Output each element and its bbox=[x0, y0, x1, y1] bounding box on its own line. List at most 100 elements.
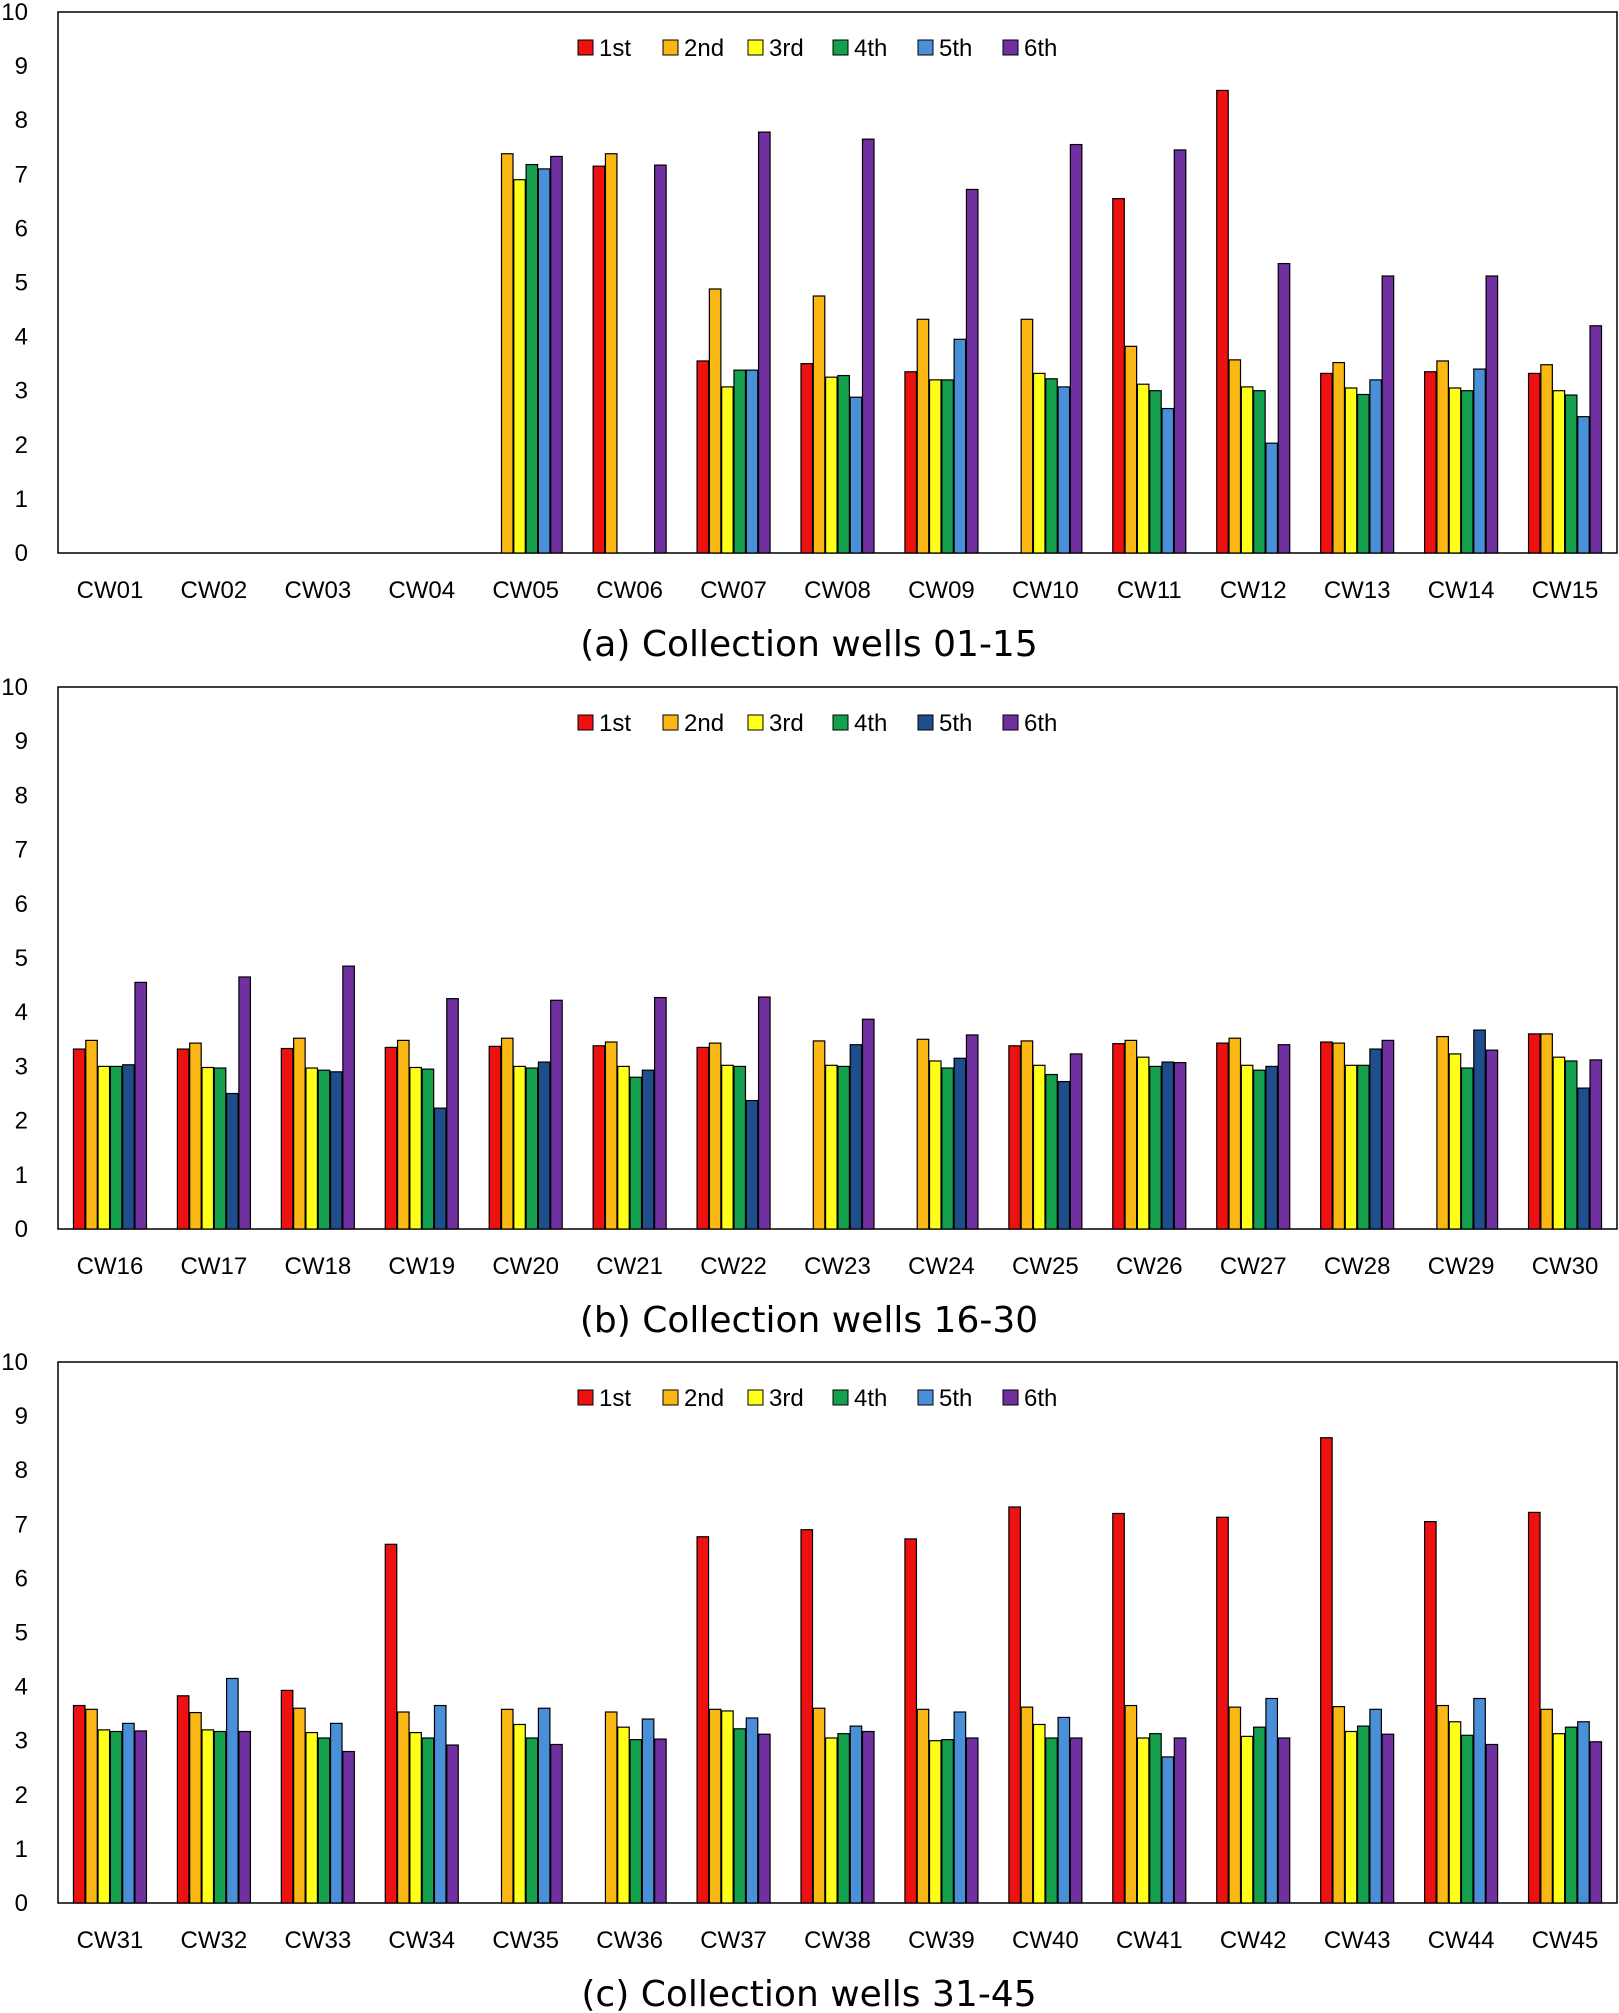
bar-cw33-4th bbox=[317, 1737, 331, 1904]
bar-cw16-3rd bbox=[97, 1065, 111, 1230]
x-category-label: CW37 bbox=[700, 1927, 767, 1954]
y-tick-label: 6 bbox=[15, 891, 28, 918]
bar-cw23-3rd bbox=[824, 1064, 838, 1230]
bar-cw13-1st bbox=[1320, 372, 1333, 554]
bar-cw40-4th bbox=[1045, 1737, 1058, 1904]
x-category-label: CW15 bbox=[1532, 577, 1599, 604]
bar-cw36-4th bbox=[629, 1739, 643, 1904]
bar-cw18-6th bbox=[342, 965, 355, 1230]
legend-swatch-6th bbox=[1002, 1389, 1019, 1406]
bar-cw31-2nd bbox=[85, 1708, 98, 1904]
bar-cw44-3rd bbox=[1448, 1721, 1462, 1904]
chart-caption: (b) Collection wells 16-30 bbox=[580, 1300, 1038, 1341]
bar-cw44-1st bbox=[1423, 1520, 1437, 1904]
bar-cw39-1st bbox=[904, 1538, 918, 1904]
bar-cw23-2nd bbox=[812, 1040, 826, 1230]
bar-cw37-5th bbox=[745, 1717, 759, 1904]
bar-cw41-2nd bbox=[1124, 1704, 1138, 1904]
x-category-label: CW42 bbox=[1220, 1927, 1287, 1954]
legend-label-4th: 4th bbox=[854, 35, 887, 62]
bar-cw45-2nd bbox=[1540, 1708, 1553, 1904]
y-tick-label: 1 bbox=[15, 1162, 28, 1189]
x-category-label: CW44 bbox=[1428, 1927, 1495, 1954]
bar-cw05-3rd bbox=[513, 179, 526, 554]
bar-cw33-1st bbox=[280, 1689, 294, 1904]
legend-swatch-3rd bbox=[747, 1389, 764, 1406]
bar-cw34-5th bbox=[433, 1704, 447, 1904]
bar-cw32-3rd bbox=[201, 1729, 215, 1904]
bar-cw17-1st bbox=[176, 1048, 190, 1230]
bar-cw17-4th bbox=[213, 1067, 227, 1230]
bar-cw21-2nd bbox=[604, 1041, 618, 1230]
x-category-label: CW19 bbox=[388, 1253, 455, 1280]
bar-cw15-5th bbox=[1577, 416, 1590, 554]
bar-cw42-2nd bbox=[1228, 1706, 1242, 1904]
bar-cw14-5th bbox=[1473, 368, 1486, 554]
bar-cw13-2nd bbox=[1332, 361, 1346, 554]
bar-cw26-3rd bbox=[1136, 1056, 1150, 1230]
y-tick-label: 4 bbox=[15, 324, 28, 351]
bar-cw15-2nd bbox=[1540, 364, 1553, 554]
y-tick-label: 0 bbox=[15, 1890, 28, 1917]
bar-cw12-4th bbox=[1253, 390, 1266, 554]
bar-cw30-4th bbox=[1564, 1060, 1578, 1230]
bar-cw32-1st bbox=[176, 1695, 190, 1904]
bar-cw09-1st bbox=[904, 371, 918, 554]
bar-cw29-4th bbox=[1460, 1067, 1474, 1230]
x-category-label: CW34 bbox=[388, 1927, 455, 1954]
x-category-label: CW36 bbox=[596, 1927, 663, 1954]
bar-cw27-2nd bbox=[1228, 1037, 1242, 1230]
y-tick-label: 0 bbox=[15, 540, 28, 567]
x-category-label: CW43 bbox=[1324, 1927, 1391, 1954]
bar-cw12-5th bbox=[1265, 442, 1279, 554]
bar-cw18-3rd bbox=[305, 1067, 319, 1230]
bar-cw20-2nd bbox=[500, 1037, 514, 1230]
x-category-label: CW01 bbox=[77, 577, 144, 604]
bar-cw14-3rd bbox=[1448, 387, 1462, 554]
bar-cw30-1st bbox=[1527, 1033, 1541, 1230]
bar-cw37-3rd bbox=[721, 1710, 734, 1904]
bar-cw40-1st bbox=[1008, 1506, 1021, 1904]
legend-swatch-4th bbox=[832, 1389, 849, 1406]
bar-cw43-4th bbox=[1356, 1725, 1370, 1904]
bar-cw09-6th bbox=[965, 188, 979, 554]
bar-cw38-3rd bbox=[824, 1737, 838, 1904]
legend-swatch-1st bbox=[577, 39, 594, 56]
bar-cw32-2nd bbox=[189, 1711, 202, 1904]
bar-cw15-1st bbox=[1527, 372, 1541, 554]
bar-cw32-4th bbox=[213, 1730, 227, 1904]
bar-cw35-6th bbox=[550, 1743, 563, 1904]
bar-cw22-6th bbox=[757, 996, 771, 1230]
bar-cw29-5th bbox=[1473, 1029, 1486, 1230]
bar-cw31-3rd bbox=[97, 1729, 111, 1904]
legend-label-1st: 1st bbox=[599, 35, 631, 62]
bar-cw45-4th bbox=[1564, 1726, 1578, 1904]
bar-cw06-1st bbox=[592, 165, 606, 554]
legend: 1st 2nd 3rd 4th 5th 6th bbox=[577, 1385, 1057, 1412]
bar-cw31-5th bbox=[122, 1722, 135, 1904]
x-category-label: CW08 bbox=[804, 577, 871, 604]
bar-cw07-4th bbox=[733, 369, 747, 554]
x-category-label: CW31 bbox=[77, 1927, 144, 1954]
x-category-label: CW10 bbox=[1012, 577, 1079, 604]
bar-cw36-2nd bbox=[604, 1711, 618, 1904]
y-tick-label: 8 bbox=[15, 107, 28, 134]
bar-cw34-1st bbox=[384, 1543, 398, 1904]
legend-label-2nd: 2nd bbox=[684, 35, 724, 62]
bar-cw10-3rd bbox=[1032, 372, 1046, 554]
bar-cw31-6th bbox=[134, 1730, 148, 1904]
bar-cw12-1st bbox=[1216, 89, 1229, 554]
bar-cw09-2nd bbox=[916, 318, 930, 554]
bar-cw26-1st bbox=[1112, 1043, 1125, 1230]
bar-cw25-3rd bbox=[1032, 1064, 1046, 1230]
bar-cw07-6th bbox=[757, 131, 771, 554]
x-category-label: CW22 bbox=[700, 1253, 767, 1280]
x-category-label: CW30 bbox=[1532, 1253, 1599, 1280]
bar-cw26-4th bbox=[1149, 1065, 1162, 1230]
bar-cw09-5th bbox=[953, 338, 967, 554]
x-category-label: CW18 bbox=[284, 1253, 351, 1280]
bar-cw20-3rd bbox=[513, 1065, 526, 1230]
y-tick-label: 6 bbox=[15, 215, 28, 242]
bar-cw11-3rd bbox=[1136, 383, 1150, 554]
bar-cw45-6th bbox=[1589, 1741, 1603, 1904]
